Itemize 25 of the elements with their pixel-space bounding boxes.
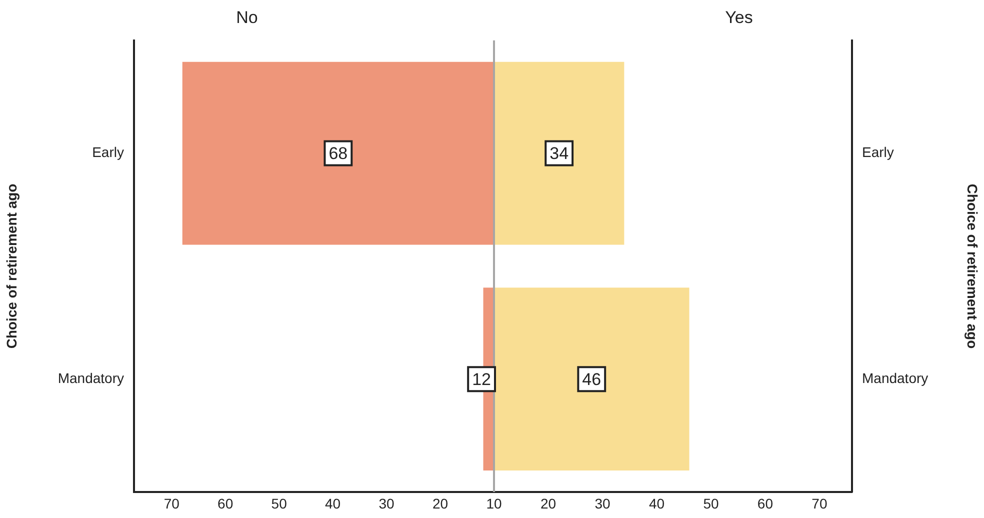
data-label: 12 (472, 370, 492, 389)
y-axis-title: Choice of retirement ago (3, 184, 20, 349)
x-tick-label: 40 (325, 495, 341, 512)
chart-title: Yes (725, 8, 753, 27)
x-tick-label: 20 (432, 495, 448, 512)
x-tick-label: 50 (703, 495, 719, 512)
x-tick-label: 30 (378, 495, 395, 512)
y-tick-label: Early (862, 144, 894, 160)
x-tick-label: 50 (271, 495, 288, 512)
y-tick-label: Mandatory (58, 370, 124, 386)
y-axis-title: Choice of retirement ago (964, 184, 981, 349)
x-tick-label: 40 (648, 495, 665, 512)
data-label: 46 (582, 370, 602, 389)
y-tick-label: Mandatory (862, 370, 928, 386)
data-label: 34 (550, 144, 569, 163)
x-tick-label: 70 (164, 495, 180, 512)
chart-title: No (236, 8, 258, 27)
y-tick-label: Early (92, 144, 124, 160)
data-label: 68 (328, 144, 348, 163)
x-tick-label: 60 (757, 495, 774, 512)
x-tick-label: 10 (486, 495, 502, 512)
x-tick-label: 20 (540, 495, 556, 512)
x-tick-label: 70 (812, 495, 828, 512)
x-tick-label: 60 (218, 495, 234, 512)
x-tick-label: 30 (594, 495, 610, 512)
